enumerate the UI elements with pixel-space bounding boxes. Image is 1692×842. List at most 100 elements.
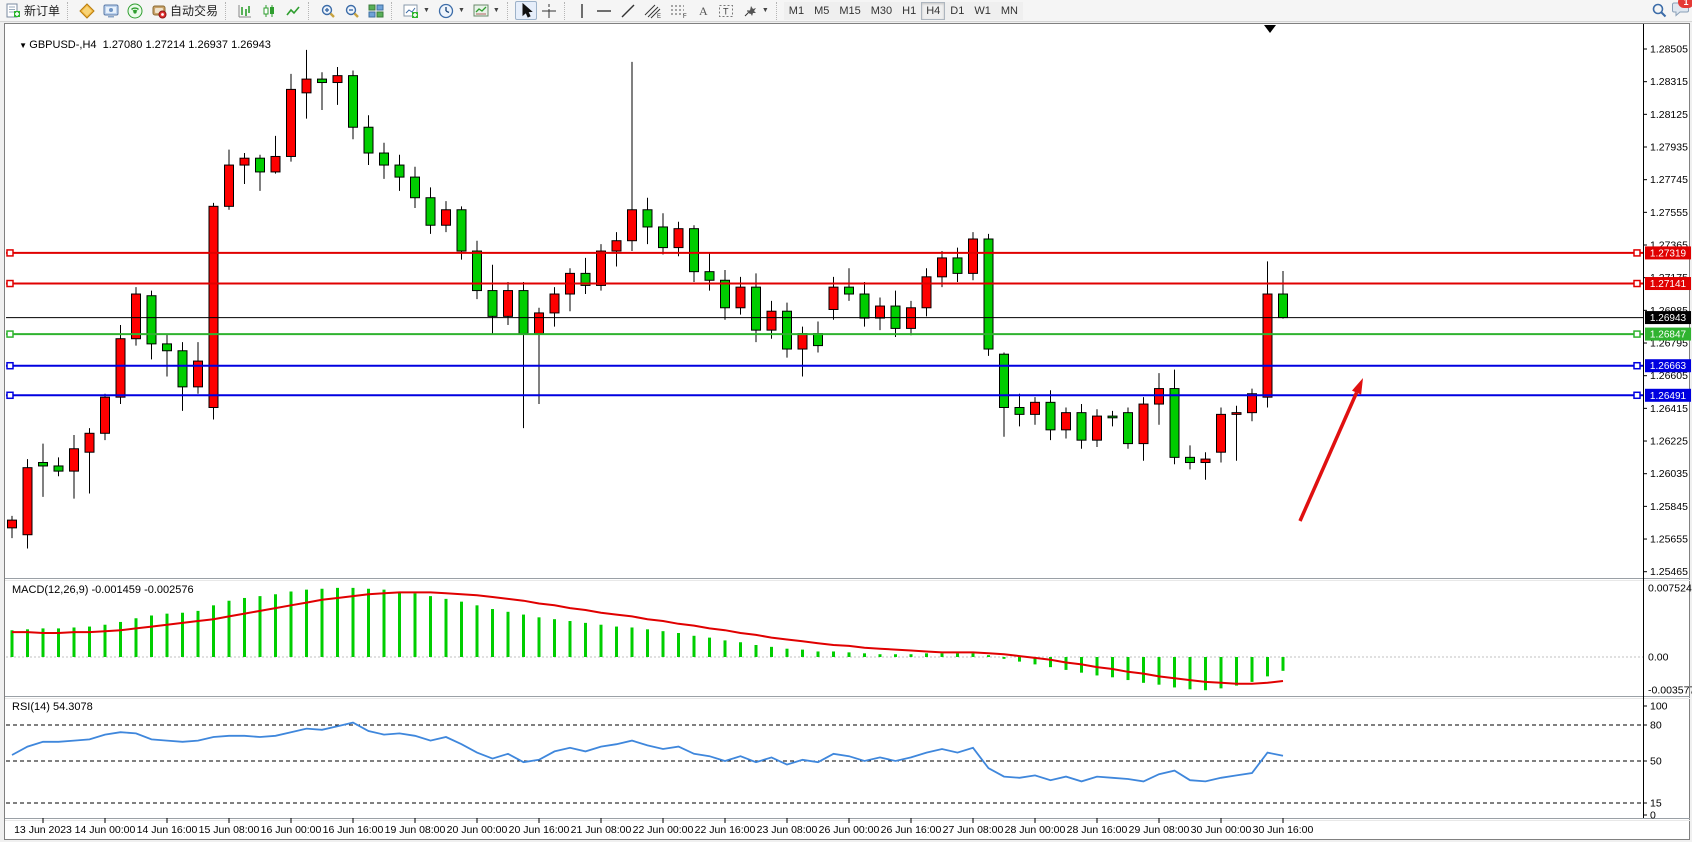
svg-text:30 Jun 16:00: 30 Jun 16:00 bbox=[1253, 824, 1314, 836]
bull-candle bbox=[1200, 458, 1211, 464]
bull-candle bbox=[208, 205, 219, 408]
svg-text:27 Jun 08:00: 27 Jun 08:00 bbox=[943, 824, 1004, 836]
svg-text:14 Jun 00:00: 14 Jun 00:00 bbox=[75, 824, 136, 836]
bull-candle bbox=[239, 157, 250, 166]
svg-text:16 Jun 16:00: 16 Jun 16:00 bbox=[323, 824, 384, 836]
candlestick-icon bbox=[261, 3, 277, 19]
bull-candle bbox=[797, 333, 808, 350]
metaeditor-button[interactable] bbox=[75, 1, 99, 20]
timeframe-m5-button[interactable]: M5 bbox=[809, 1, 835, 20]
svg-text:A: A bbox=[699, 4, 708, 18]
bear-candle bbox=[1169, 388, 1180, 458]
svg-text:19 Jun 08:00: 19 Jun 08:00 bbox=[385, 824, 446, 836]
metaeditor-icon bbox=[79, 2, 95, 19]
bear-candle bbox=[487, 290, 498, 317]
period-button[interactable]: ▼ bbox=[434, 1, 469, 20]
channel-button[interactable]: E bbox=[640, 1, 666, 20]
price-tag bbox=[1645, 311, 1691, 325]
svg-text:1.26491: 1.26491 bbox=[1650, 391, 1687, 402]
line-handle[interactable] bbox=[6, 279, 14, 288]
bear-candle bbox=[456, 209, 467, 252]
bull-candle bbox=[766, 310, 777, 331]
text-label-button[interactable]: T bbox=[714, 1, 738, 20]
cursor-icon bbox=[519, 3, 533, 18]
svg-text:16 Jun 00:00: 16 Jun 00:00 bbox=[261, 824, 322, 836]
line-handle[interactable] bbox=[1633, 279, 1641, 288]
svg-text:-0.003577: -0.003577 bbox=[1648, 685, 1692, 697]
bull-candle bbox=[69, 448, 79, 472]
bull-candle bbox=[627, 209, 637, 242]
toolbar-separator bbox=[308, 1, 313, 20]
terminal-button[interactable] bbox=[99, 1, 123, 20]
timeframe-w1-button[interactable]: W1 bbox=[969, 1, 996, 20]
line-handle[interactable] bbox=[6, 249, 14, 257]
line-handle[interactable] bbox=[1633, 330, 1641, 338]
svg-text:30 Jun 00:00: 30 Jun 00:00 bbox=[1191, 824, 1252, 836]
timeframe-d1-button[interactable]: D1 bbox=[945, 1, 970, 20]
arrows-button[interactable]: ▼ bbox=[738, 1, 773, 20]
indicators-button[interactable]: ▼ bbox=[399, 1, 434, 20]
candlestick-button[interactable] bbox=[257, 1, 281, 20]
bull-candle bbox=[100, 396, 110, 434]
line-chart-button[interactable] bbox=[281, 1, 305, 20]
horizontal-line-button[interactable] bbox=[592, 1, 616, 20]
svg-text:1.27555: 1.27555 bbox=[1650, 207, 1688, 219]
zoom-out-button[interactable] bbox=[340, 1, 364, 20]
svg-text:29 Jun 08:00: 29 Jun 08:00 bbox=[1129, 824, 1190, 836]
signal-button[interactable] bbox=[123, 1, 147, 20]
dropdown-caret-icon: ▼ bbox=[423, 7, 430, 14]
chat-button[interactable]: 1 bbox=[1672, 0, 1692, 22]
timeframe-h4-button[interactable]: H4 bbox=[921, 1, 946, 20]
timeframe-m15-button[interactable]: M15 bbox=[834, 1, 866, 20]
trend-arrow-head[interactable] bbox=[1351, 378, 1363, 395]
autotrading-button[interactable]: 自动交易 bbox=[147, 1, 222, 20]
zoom-in-button[interactable] bbox=[316, 1, 340, 20]
tile-windows-button[interactable] bbox=[364, 1, 388, 20]
text-icon: A bbox=[696, 3, 710, 18]
timeframe-m30-button[interactable]: M30 bbox=[865, 1, 898, 20]
template-button[interactable]: ▼ bbox=[469, 1, 504, 20]
svg-text:0.007524: 0.007524 bbox=[1648, 583, 1692, 595]
template-icon bbox=[473, 3, 489, 19]
bear-candle bbox=[363, 126, 374, 154]
fibonacci-button[interactable]: F bbox=[666, 1, 692, 20]
bear-candle bbox=[518, 290, 529, 335]
bull-candle bbox=[1216, 413, 1226, 453]
vertical-line-button[interactable] bbox=[572, 1, 592, 20]
new-order-button[interactable]: 新订单 bbox=[2, 1, 64, 20]
line-handle[interactable] bbox=[6, 330, 14, 338]
line-handle[interactable] bbox=[6, 391, 14, 400]
svg-text:F: F bbox=[683, 14, 687, 19]
bear-candle bbox=[751, 286, 761, 331]
bear-candle bbox=[844, 286, 854, 295]
timeframe-mn-button[interactable]: MN bbox=[995, 1, 1023, 20]
search-button[interactable] bbox=[1647, 1, 1672, 20]
symbol-menu-icon[interactable]: ▼ bbox=[19, 41, 30, 50]
svg-text:80: 80 bbox=[1650, 720, 1662, 732]
line-handle[interactable] bbox=[6, 361, 14, 370]
timeframe-h1-button[interactable]: H1 bbox=[897, 1, 922, 20]
fibonacci-icon: F bbox=[670, 3, 688, 19]
trend-arrow[interactable] bbox=[1298, 391, 1359, 522]
line-handle[interactable] bbox=[1633, 361, 1641, 370]
svg-text:20 Jun 00:00: 20 Jun 00:00 bbox=[447, 824, 508, 836]
svg-text:22 Jun 16:00: 22 Jun 16:00 bbox=[695, 824, 756, 836]
line-handle[interactable] bbox=[1633, 249, 1641, 257]
line-handle[interactable] bbox=[1633, 391, 1641, 400]
chart-title-symbol: GBPUSD-,H4 bbox=[29, 39, 97, 51]
cursor-button[interactable] bbox=[514, 1, 537, 20]
vertical-line-icon bbox=[576, 3, 588, 19]
chart-shift-marker[interactable] bbox=[1264, 25, 1276, 33]
svg-text:22 Jun 00:00: 22 Jun 00:00 bbox=[633, 824, 694, 836]
crosshair-button[interactable] bbox=[537, 1, 561, 20]
text-button[interactable]: A bbox=[692, 1, 714, 20]
trendline-button[interactable] bbox=[616, 1, 640, 20]
svg-text:21 Jun 08:00: 21 Jun 08:00 bbox=[571, 824, 632, 836]
bear-candle bbox=[1185, 456, 1195, 464]
bar-chart-button[interactable] bbox=[233, 1, 257, 20]
timeframe-m1-button[interactable]: M1 bbox=[783, 1, 810, 20]
bull-candle bbox=[131, 293, 141, 340]
bear-candle bbox=[394, 164, 405, 178]
bear-candle bbox=[410, 176, 420, 199]
